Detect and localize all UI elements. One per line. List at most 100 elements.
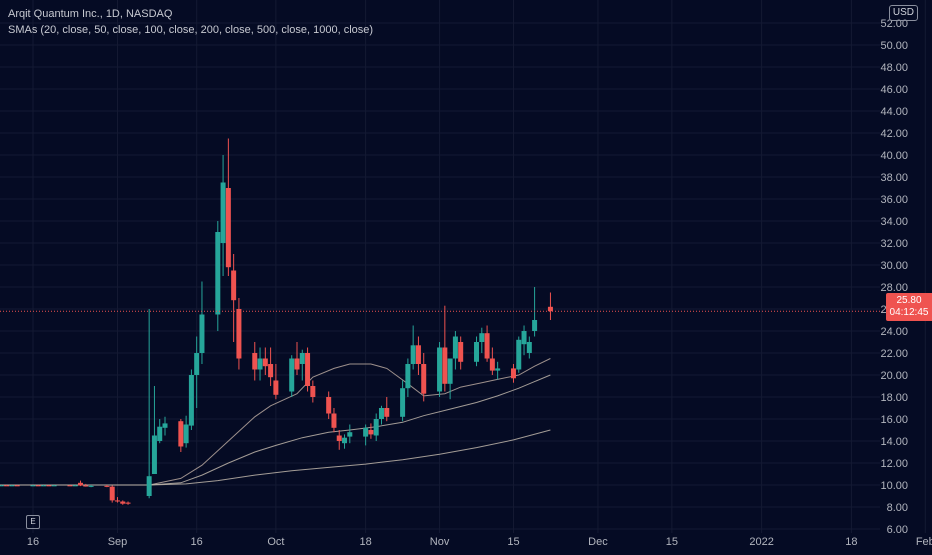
up-candle — [220, 155, 226, 276]
down-candle — [484, 325, 490, 362]
candle-body — [30, 485, 36, 487]
time-tick-label: 15 — [507, 536, 519, 548]
up-candle — [72, 485, 78, 487]
up-candle — [378, 405, 384, 425]
down-candle — [231, 254, 237, 342]
down-candle — [46, 485, 52, 487]
currency-badge[interactable]: USD — [888, 5, 918, 21]
up-candle — [474, 336, 480, 367]
candles — [0, 138, 553, 505]
price-tick-label: 42.00 — [880, 128, 908, 140]
time-tick-label: Nov — [430, 536, 450, 548]
time-tick-label: 16 — [191, 536, 203, 548]
candle-body — [400, 388, 406, 417]
price-tick-label: 50.00 — [880, 40, 908, 52]
down-candle — [120, 500, 126, 505]
candle-body — [299, 353, 305, 364]
down-candle — [368, 423, 374, 439]
down-candle — [442, 305, 448, 392]
up-candle — [410, 325, 416, 370]
candle-body — [199, 314, 205, 353]
up-candle — [199, 281, 205, 364]
candle-body — [447, 358, 453, 384]
up-candle — [215, 221, 221, 331]
candle-body — [231, 270, 237, 301]
sma-line — [149, 429, 551, 486]
up-candle — [447, 358, 453, 400]
bar-countdown: 04:12:45 — [889, 307, 929, 318]
candle-body — [305, 353, 311, 386]
candle-body — [46, 485, 52, 487]
up-candle — [299, 349, 305, 381]
up-candle — [146, 309, 152, 499]
candle-body — [363, 427, 369, 437]
candle-body — [405, 364, 411, 389]
candle-body — [41, 485, 47, 487]
price-tick-label: 18.00 — [880, 392, 908, 404]
down-candle — [178, 419, 184, 452]
time-tick-label: 16 — [27, 536, 39, 548]
time-tick-label: 2022 — [749, 536, 773, 548]
up-candle — [257, 347, 263, 381]
candle-body — [162, 423, 168, 428]
up-candle — [405, 358, 411, 397]
candle-body — [521, 331, 527, 345]
up-candle — [41, 485, 47, 487]
candle-body — [14, 485, 20, 487]
up-candle — [363, 424, 369, 446]
candle-body — [0, 485, 4, 487]
down-candle — [78, 480, 84, 487]
earnings-e-icon[interactable]: E — [26, 515, 40, 529]
price-tick-label: 38.00 — [880, 172, 908, 184]
up-candle — [452, 331, 458, 370]
price-tick-label: 20.00 — [880, 370, 908, 382]
candle-body — [4, 485, 10, 487]
up-candle — [347, 424, 353, 444]
candle-body — [368, 430, 374, 435]
down-candle — [326, 391, 332, 419]
candle-body — [220, 182, 226, 243]
symbol-title[interactable]: Arqit Quantum Inc., 1D, NASDAQ — [8, 8, 173, 20]
down-candle — [252, 342, 258, 381]
sma-indicator-label[interactable]: SMAs (20, close, 50, close, 100, close, … — [8, 24, 374, 36]
chart-legend: Arqit Quantum Inc., 1D, NASDAQ SMAs (20,… — [8, 6, 373, 38]
up-candle — [188, 369, 194, 430]
candle-body — [294, 358, 300, 370]
candle-body — [310, 386, 316, 397]
last-price-value: 25.80 — [896, 295, 922, 306]
up-candle — [88, 485, 94, 488]
moving-averages — [0, 358, 551, 486]
candle-body — [516, 339, 522, 370]
candle-body — [215, 232, 221, 315]
time-tick-label: Dec — [588, 536, 608, 548]
up-candle — [479, 327, 485, 353]
up-candle — [289, 355, 295, 397]
candle-body — [178, 421, 184, 447]
down-candle — [310, 380, 316, 403]
down-candle — [262, 347, 268, 375]
down-candle — [4, 485, 10, 487]
sma-line — [149, 374, 551, 486]
candle-body — [183, 424, 189, 444]
price-tick-label: 22.00 — [880, 348, 908, 360]
time-tick-label: 18 — [845, 536, 857, 548]
price-tick-label: 28.00 — [880, 282, 908, 294]
down-candle — [35, 485, 41, 487]
candle-body — [125, 502, 131, 504]
price-axis[interactable]: 6.00 8.00 10.00 12.00 14.00 16.00 18.00 20.00 22… — [880, 18, 908, 536]
candle-body — [262, 358, 268, 367]
price-tick-label: 10.00 — [880, 480, 908, 492]
candle-body — [252, 353, 258, 370]
candle-body — [188, 375, 194, 426]
candle-body — [347, 432, 353, 437]
down-candle — [294, 342, 300, 375]
time-axis[interactable]: 16 Sep 16 Oct 18 Nov 15 Dec 15 2022 18 Feb — [27, 536, 932, 548]
price-tick-label: 14.00 — [880, 436, 908, 448]
down-candle — [104, 485, 110, 488]
candle-body — [484, 333, 490, 359]
candle-body — [72, 485, 78, 487]
price-tick-label: 46.00 — [880, 84, 908, 96]
up-candle — [30, 485, 36, 487]
